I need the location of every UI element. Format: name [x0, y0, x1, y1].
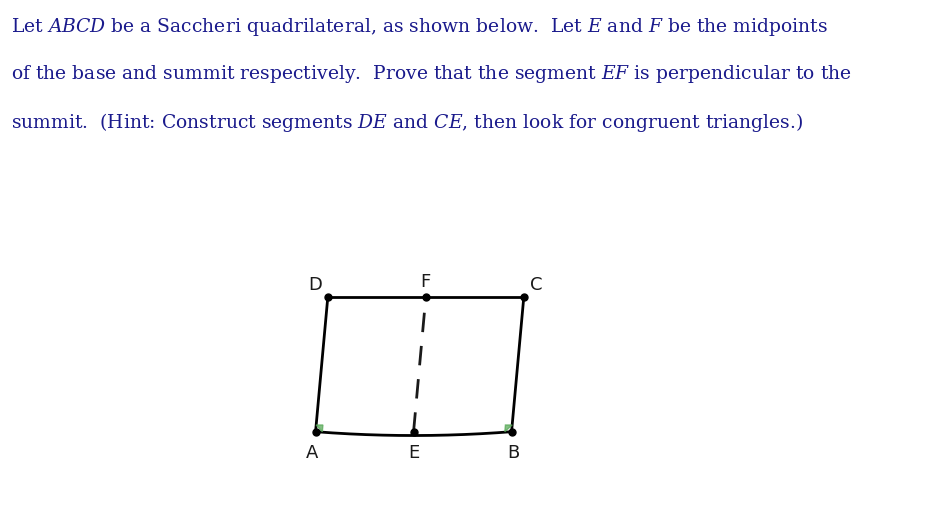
Text: D: D — [309, 276, 322, 294]
Polygon shape — [505, 425, 512, 432]
Text: A: A — [306, 444, 318, 462]
Text: Let $ABCD$ be a Saccheri quadrilateral, as shown below.  Let $E$ and $F$ be the : Let $ABCD$ be a Saccheri quadrilateral, … — [11, 16, 828, 38]
Text: B: B — [507, 444, 519, 462]
Text: of the base and summit respectively.  Prove that the segment $EF$ is perpendicul: of the base and summit respectively. Pro… — [11, 63, 853, 86]
Text: C: C — [530, 276, 543, 294]
Text: F: F — [421, 273, 431, 291]
Text: E: E — [408, 444, 419, 462]
Polygon shape — [316, 425, 323, 432]
Text: summit.  (Hint: Construct segments $DE$ and $CE$, then look for congruent triang: summit. (Hint: Construct segments $DE$ a… — [11, 111, 804, 134]
